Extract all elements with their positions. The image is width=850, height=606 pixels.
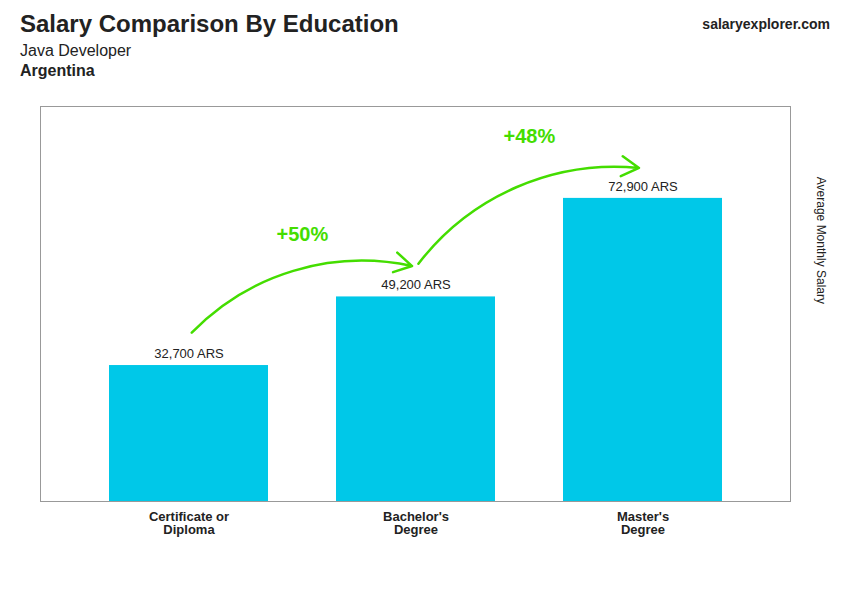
html-text:Argentina: Argentina [20,62,95,79]
svg-text:Master'sDegree: Master'sDegree [617,509,669,537]
svg-text:72,900 ARS: 72,900 ARS [608,179,678,194]
html-text:Salary Comparison By Education: Salary Comparison By Education [20,10,399,37]
svg-text:32,700 ARS: 32,700 ARS [154,346,224,361]
svg-text:Certificate orDiploma: Certificate orDiploma [149,509,229,537]
svg-text:+48%: +48% [504,125,556,147]
svg-text:Bachelor'sDegree: Bachelor'sDegree [383,509,449,537]
svg-text:Average Monthly Salary: Average Monthly Salary [814,177,828,304]
html-text:salary explorer.com: salary explorer.com [702,16,830,32]
svg-text:+50%: +50% [277,223,329,245]
svg-text:49,200 ARS: 49,200 ARS [381,277,451,292]
html-text:Java Developer: Java Developer [20,42,132,59]
